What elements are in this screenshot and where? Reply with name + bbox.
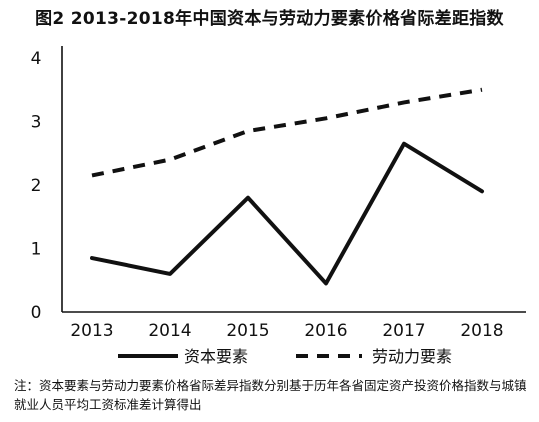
y-tick-label: 3	[31, 113, 42, 133]
line-chart: 0 1 2 3 4 2013 2014 2015 2016 2017 2018 资本要素 劳动力要素	[31, 46, 526, 366]
series-line-capital	[90, 141, 484, 286]
x-tick-label: 2018	[460, 321, 503, 341]
x-tick-label: 2013	[70, 321, 113, 341]
chart-footnote: 注：资本要素与劳动力要素价格省际差异指数分别基于历年各省固定资产投资价格指数与城…	[14, 378, 527, 412]
axes	[61, 46, 526, 313]
legend: 资本要素 劳动力要素	[118, 347, 452, 366]
y-tick-label: 4	[31, 49, 42, 69]
series-group	[90, 87, 484, 286]
chart-title: 图2 2013-2018年中国资本与劳动力要素价格省际差距指数	[35, 9, 504, 29]
series-line-labor	[91, 87, 483, 178]
x-tick-label: 2015	[226, 321, 269, 341]
legend-label-capital: 资本要素	[184, 347, 248, 366]
legend-label-labor: 劳动力要素	[372, 347, 452, 366]
axis-ticks: 0 1 2 3 4 2013 2014 2015 2016 2017 2018	[31, 49, 504, 341]
y-tick-label: 2	[31, 176, 42, 196]
y-tick-label: 0	[31, 303, 42, 323]
x-tick-label: 2014	[148, 321, 191, 341]
y-tick-label: 1	[31, 240, 42, 260]
x-tick-label: 2016	[304, 321, 347, 341]
x-tick-label: 2017	[382, 321, 425, 341]
